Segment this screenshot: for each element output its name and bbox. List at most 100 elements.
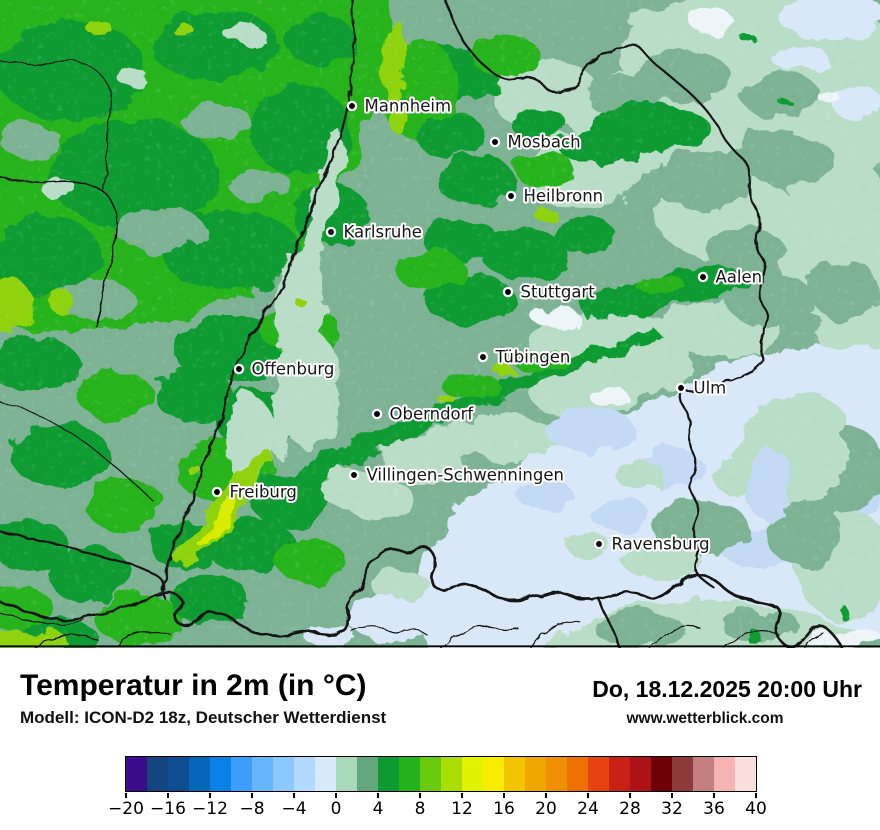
colorbar-segment-21 (567, 757, 588, 791)
colorbar-tick (293, 792, 295, 798)
colorbar-segment-22 (588, 757, 609, 791)
model-info: Modell: ICON-D2 18z, Deutscher Wetterdie… (20, 708, 387, 727)
colorbar-segment-18 (504, 757, 525, 791)
colorbar-segment-20 (546, 757, 567, 791)
colorbar-tick (377, 792, 379, 798)
colorbar-segment-1 (147, 757, 168, 791)
city-label: Mosbach (508, 133, 581, 152)
colorbar-tick (713, 792, 715, 798)
colorbar-tick (671, 792, 673, 798)
colorbar-segment-17 (483, 757, 504, 791)
city-label: Freiburg (230, 483, 297, 502)
city-marker-aalen: Aalen (697, 266, 764, 289)
colorbar-tick-label: 8 (414, 799, 426, 819)
city-dot-icon (233, 363, 245, 375)
city-marker-freiburg: Freiburg (211, 481, 299, 504)
colorbar-tick-label: 4 (372, 799, 384, 819)
colorbar-tick (755, 792, 757, 798)
city-dot-icon (371, 408, 383, 420)
city-marker-ravensburg: Ravensburg (593, 533, 712, 556)
colorbar-segment-10 (336, 757, 357, 791)
city-marker-karlsruhe: Karlsruhe (325, 221, 424, 244)
colorbar-segment-8 (294, 757, 315, 791)
city-marker-t-bingen: Tübingen (477, 346, 572, 369)
colorbar-segments (126, 757, 756, 791)
colorbar-segment-19 (525, 757, 546, 791)
colorbar-tick-label: −4 (281, 799, 307, 819)
colorbar-tick-label: 36 (703, 799, 725, 819)
city-label: Karlsruhe (344, 223, 422, 242)
city-dot-icon (505, 190, 517, 202)
colorbar-segment-5 (231, 757, 252, 791)
city-label: Ravensburg (612, 535, 710, 554)
colorbar-tick-label: 24 (577, 799, 599, 819)
colorbar-segment-13 (399, 757, 420, 791)
colorbar-segment-12 (378, 757, 399, 791)
colorbar-segment-9 (315, 757, 336, 791)
colorbar-tick-label: −20 (108, 799, 144, 819)
city-label: Ulm (694, 379, 727, 398)
city-dot-icon (325, 226, 337, 238)
colorbar-segment-25 (651, 757, 672, 791)
colorbar-segment-24 (630, 757, 651, 791)
city-label: Stuttgart (521, 283, 596, 302)
colorbar-segment-0 (126, 757, 147, 791)
caption-area: Temperatur in 2m (in °C) Do, 18.12.2025 … (0, 648, 880, 830)
colorbar-tick (167, 792, 169, 798)
valid-datetime: Do, 18.12.2025 20:00 Uhr (592, 676, 862, 702)
colorbar-tick (629, 792, 631, 798)
city-marker-mannheim: Mannheim (346, 95, 453, 118)
city-dot-icon (697, 271, 709, 283)
colorbar-tick-label: 16 (493, 799, 515, 819)
colorbar-tick-label: 40 (745, 799, 767, 819)
colorbar-tick (461, 792, 463, 798)
colorbar-tick-label: 32 (661, 799, 683, 819)
city-label: Oberndorf (390, 405, 475, 424)
city-marker-villingen-schwenningen: Villingen-Schwenningen (348, 464, 566, 487)
city-labels-layer: Mannheim Mosbach Heilbronn Karlsruhe Stuttga… (211, 95, 764, 556)
colorbar-tick (335, 792, 337, 798)
colorbar-segment-28 (714, 757, 735, 791)
temperature-blobs (0, 0, 880, 648)
colorbar-segment-4 (210, 757, 231, 791)
colorbar-tick-label: 0 (330, 799, 342, 819)
colorbar-segment-14 (420, 757, 441, 791)
city-label: Tübingen (495, 348, 571, 367)
temperature-map: Mannheim Mosbach Heilbronn Karlsruhe Stuttga… (0, 0, 880, 648)
city-label: Heilbronn (524, 187, 604, 206)
city-dot-icon (348, 469, 360, 481)
colorbar-tick (419, 792, 421, 798)
city-dot-icon (346, 100, 358, 112)
border-lines (0, 0, 844, 648)
colorbar-tick (503, 792, 505, 798)
city-label: Aalen (716, 268, 763, 287)
city-marker-mosbach: Mosbach (489, 131, 583, 154)
city-dot-icon (477, 351, 489, 363)
city-label: Offenburg (252, 360, 335, 379)
temperature-colorbar: −20 −16 −12 −8 −4 0 4 8 12 16 20 24 28 32 36 40 (108, 756, 767, 819)
city-marker-ulm: Ulm (675, 377, 728, 400)
colorbar-tick-label: 12 (451, 799, 473, 819)
map-title: Temperatur in 2m (in °C) (20, 669, 367, 702)
colorbar-segment-15 (441, 757, 462, 791)
colorbar-segment-16 (462, 757, 483, 791)
colorbar-tick (587, 792, 589, 798)
city-marker-stuttgart: Stuttgart (502, 281, 597, 304)
colorbar-segment-6 (252, 757, 273, 791)
colorbar-segment-29 (735, 757, 756, 791)
city-dot-icon (675, 382, 687, 394)
colorbar-tick-label: 20 (535, 799, 557, 819)
colorbar-segment-3 (189, 757, 210, 791)
city-marker-heilbronn: Heilbronn (505, 185, 605, 208)
colorbar-segment-23 (609, 757, 630, 791)
city-dot-icon (489, 136, 501, 148)
city-marker-oberndorf: Oberndorf (371, 403, 476, 426)
city-label: Mannheim (365, 97, 452, 116)
website-url: www.wetterblick.com (626, 710, 784, 727)
city-dot-icon (593, 538, 605, 550)
colorbar-segment-2 (168, 757, 189, 791)
colorbar-tick (125, 792, 127, 798)
city-dot-icon (502, 286, 514, 298)
colorbar-segment-7 (273, 757, 294, 791)
